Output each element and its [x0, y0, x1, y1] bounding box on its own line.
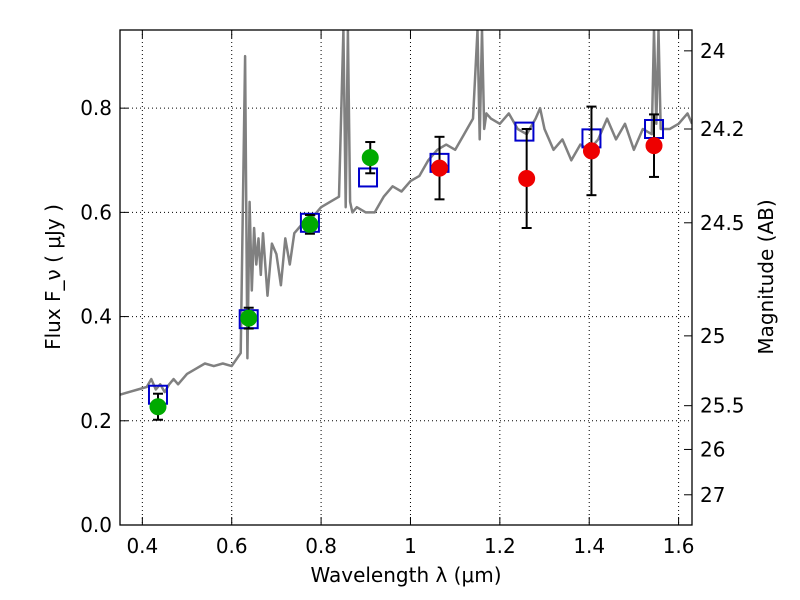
- observed-nir-point: [645, 137, 663, 155]
- observed-optical-point: [361, 149, 379, 167]
- x-tick-label: 1.2: [484, 534, 516, 558]
- y-tick-label: 0.6: [80, 200, 112, 224]
- magnitude-tick-label: 24.5: [700, 211, 745, 235]
- x-tick-label: 0.6: [216, 534, 248, 558]
- y-tick-label: 0.2: [80, 409, 112, 433]
- magnitude-tick-label: 26: [700, 437, 725, 461]
- plot-frame: [119, 29, 693, 526]
- x-tick-label: 0.8: [305, 534, 337, 558]
- y-tick-labels: 0.0 0.2 0.4 0.6 0.8: [80, 96, 112, 537]
- observed-nir-point: [582, 142, 600, 160]
- x-tick-label: 1.4: [573, 534, 605, 558]
- y-tick-label: 0.0: [80, 513, 112, 537]
- model-photometry-square: [514, 121, 535, 142]
- x-axis-label: Wavelength λ (μm): [310, 563, 501, 587]
- magnitude-axis-label: Magnitude (AB): [754, 199, 778, 354]
- magnitude-tick-label: 25: [700, 324, 725, 348]
- x-tick-label: 0.4: [126, 534, 158, 558]
- x-tick-label: 1: [404, 534, 417, 558]
- y-tick-label: 0.8: [80, 96, 112, 120]
- grid-lines: [120, 30, 692, 525]
- observed-optical-point: [149, 398, 167, 416]
- magnitude-tick-label: 25.5: [700, 394, 745, 418]
- magnitude-tick-label: 24.2: [700, 117, 745, 141]
- y-axis-label: Flux F_ν ( μJy ): [41, 204, 65, 350]
- observed-nir-point: [431, 159, 449, 177]
- model-photometry-square: [358, 167, 379, 188]
- plot-area: [120, 30, 692, 421]
- observed-optical-point: [301, 215, 319, 233]
- model-spectrum-line: [120, 30, 692, 396]
- magnitude-tick-label: 27: [700, 483, 725, 507]
- y-tick-label: 0.4: [80, 305, 112, 329]
- x-tick-labels: 0.4 0.6 0.8 1 1.2 1.4 1.6: [126, 534, 694, 558]
- observed-optical-point: [240, 309, 258, 327]
- tick-marks: [120, 30, 692, 526]
- x-tick-label: 1.6: [663, 534, 695, 558]
- magnitude-tick-labels: 24 24.2 24.5 25 25.5 26 27: [700, 39, 745, 507]
- magnitude-tick-label: 24: [700, 39, 725, 63]
- observed-nir-point: [518, 170, 536, 187]
